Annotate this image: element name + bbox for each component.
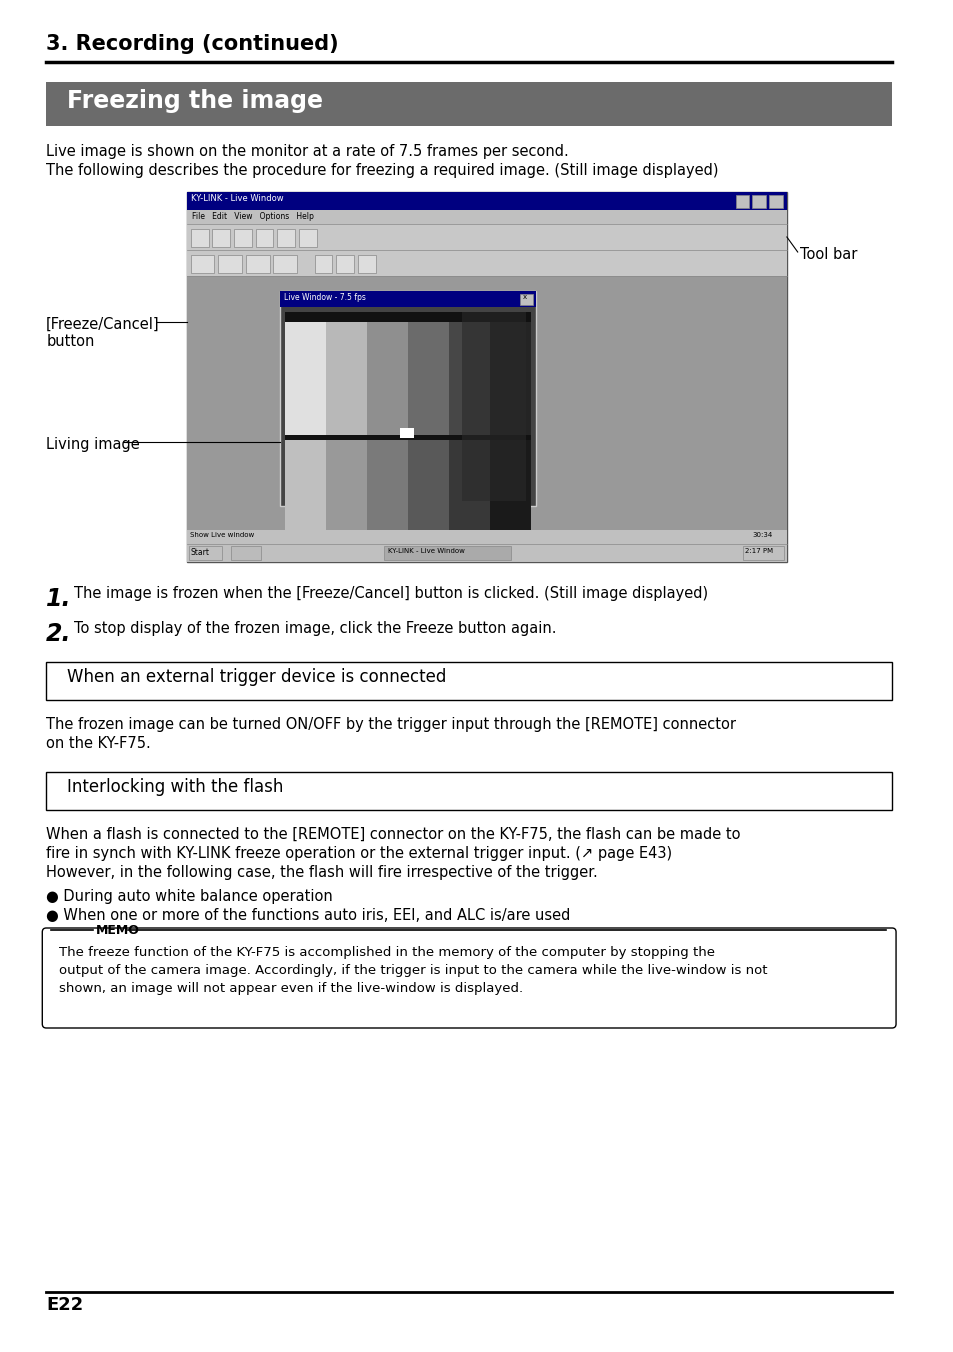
Bar xyxy=(233,228,252,247)
Text: The frozen image can be turned ON/OFF by the trigger input through the [REMOTE] : The frozen image can be turned ON/OFF by… xyxy=(46,717,736,731)
Bar xyxy=(255,228,274,247)
Text: button: button xyxy=(46,334,94,349)
Text: To stop display of the frozen image, click the Freeze button again.: To stop display of the frozen image, cli… xyxy=(73,621,556,635)
Bar xyxy=(326,439,366,530)
Bar xyxy=(191,256,214,273)
Bar xyxy=(46,772,891,810)
Bar xyxy=(280,291,536,506)
Text: The following describes the procedure for freezing a required image. (Still imag: The following describes the procedure fo… xyxy=(46,164,718,178)
Text: ● During auto white balance operation: ● During auto white balance operation xyxy=(46,890,333,904)
Text: on the KY-F75.: on the KY-F75. xyxy=(46,735,151,750)
Bar xyxy=(408,439,448,530)
Bar xyxy=(752,195,765,208)
Bar xyxy=(274,256,296,273)
Text: KY-LINK - Live Window: KY-LINK - Live Window xyxy=(191,193,283,203)
Bar xyxy=(326,322,366,435)
Text: output of the camera image. Accordingly, if the trigger is input to the camera w: output of the camera image. Accordingly,… xyxy=(59,964,767,977)
Bar xyxy=(191,228,209,247)
Bar xyxy=(187,210,786,224)
Bar xyxy=(367,322,407,435)
Bar xyxy=(741,546,783,560)
Bar xyxy=(187,192,786,210)
Bar xyxy=(336,256,354,273)
Text: fire in synch with KY-LINK freeze operation or the external trigger input. (↗ pa: fire in synch with KY-LINK freeze operat… xyxy=(46,846,672,861)
Bar xyxy=(285,312,531,502)
Text: 2:17 PM: 2:17 PM xyxy=(743,548,772,554)
Bar xyxy=(280,291,536,307)
Text: Live image is shown on the monitor at a rate of 7.5 frames per second.: Live image is shown on the monitor at a … xyxy=(46,145,568,160)
Text: Show Live window: Show Live window xyxy=(190,531,253,538)
Bar xyxy=(383,546,511,560)
Text: shown, an image will not appear even if the live-window is displayed.: shown, an image will not appear even if … xyxy=(59,982,522,995)
Bar xyxy=(449,322,489,435)
Text: 30:34: 30:34 xyxy=(752,531,772,538)
Bar xyxy=(490,439,530,530)
Bar xyxy=(246,256,270,273)
Bar xyxy=(735,195,749,208)
Bar xyxy=(519,293,533,306)
Text: Freezing the image: Freezing the image xyxy=(67,89,322,114)
Bar xyxy=(187,224,786,250)
Bar xyxy=(298,228,316,247)
Text: E22: E22 xyxy=(46,1297,84,1314)
Text: x: x xyxy=(523,293,527,300)
Bar xyxy=(187,250,786,276)
Text: MEMO: MEMO xyxy=(95,923,139,937)
Bar xyxy=(357,256,375,273)
Text: However, in the following case, the flash will fire irrespective of the trigger.: However, in the following case, the flas… xyxy=(46,865,598,880)
Bar xyxy=(314,256,332,273)
Text: When an external trigger device is connected: When an external trigger device is conne… xyxy=(67,668,446,685)
Bar xyxy=(285,439,325,530)
Bar xyxy=(367,439,407,530)
Text: Living image: Living image xyxy=(46,437,140,452)
Bar xyxy=(408,322,448,435)
Bar xyxy=(231,546,260,560)
Bar xyxy=(218,256,242,273)
Bar xyxy=(213,228,230,247)
Text: [Freeze/Cancel]: [Freeze/Cancel] xyxy=(46,316,160,333)
Bar xyxy=(400,427,414,438)
Bar xyxy=(187,544,786,562)
Bar xyxy=(285,322,325,435)
Text: Live Window - 7.5 fps: Live Window - 7.5 fps xyxy=(284,293,366,301)
Bar xyxy=(46,82,891,126)
Text: The image is frozen when the [Freeze/Cancel] button is clicked. (Still image dis: The image is frozen when the [Freeze/Can… xyxy=(73,585,707,602)
Text: KY-LINK - Live Window: KY-LINK - Live Window xyxy=(387,548,464,554)
Bar xyxy=(768,195,782,208)
Text: Start: Start xyxy=(191,548,210,557)
Bar xyxy=(187,530,786,544)
Bar xyxy=(187,192,786,562)
Bar xyxy=(187,276,786,530)
Text: File   Edit   View   Options   Help: File Edit View Options Help xyxy=(192,212,314,220)
Text: The freeze function of the KY-F75 is accomplished in the memory of the computer : The freeze function of the KY-F75 is acc… xyxy=(59,946,714,959)
Bar xyxy=(277,228,294,247)
Text: Tool bar: Tool bar xyxy=(799,247,856,262)
Bar xyxy=(462,312,526,502)
Text: Interlocking with the flash: Interlocking with the flash xyxy=(67,777,283,796)
Bar xyxy=(189,546,222,560)
Bar xyxy=(46,662,891,700)
Text: ● When one or more of the functions auto iris, EEI, and ALC is/are used: ● When one or more of the functions auto… xyxy=(46,909,570,923)
Text: 2.: 2. xyxy=(46,622,71,646)
Text: When a flash is connected to the [REMOTE] connector on the KY-F75, the flash can: When a flash is connected to the [REMOTE… xyxy=(46,827,740,842)
Bar xyxy=(449,439,489,530)
FancyBboxPatch shape xyxy=(42,927,895,1028)
Text: 1.: 1. xyxy=(46,587,71,611)
Text: 3. Recording (continued): 3. Recording (continued) xyxy=(46,34,338,54)
Bar xyxy=(490,322,530,435)
